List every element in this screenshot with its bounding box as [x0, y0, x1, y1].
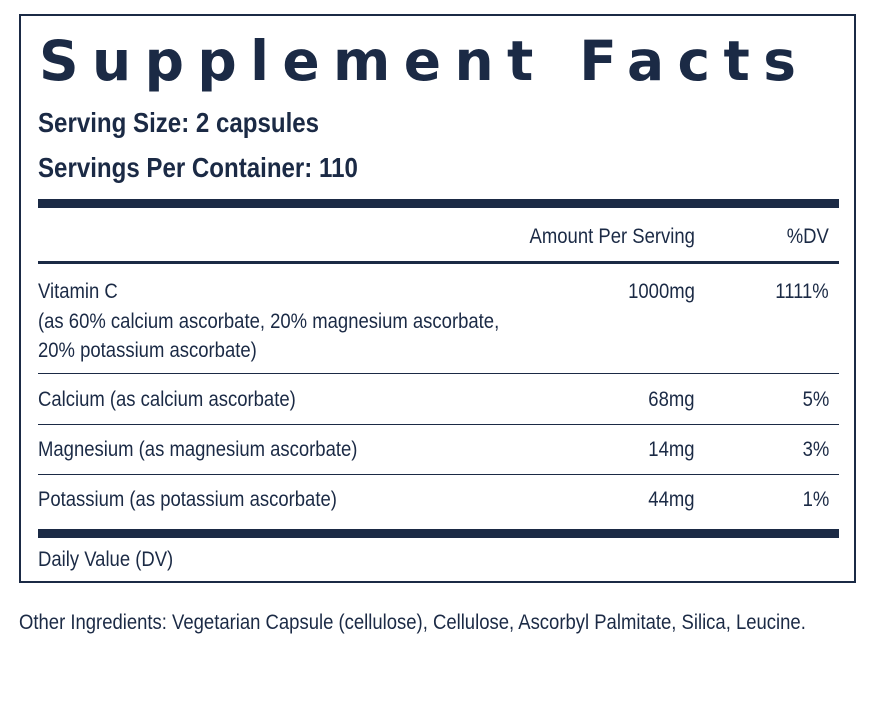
nutrient-dv: 1% [802, 488, 829, 511]
thick-divider-bottom [38, 529, 839, 538]
header-amount-per-serving: Amount Per Serving [529, 225, 695, 248]
nutrient-amount: 44mg [648, 488, 695, 511]
nutrient-amount: 68mg [648, 388, 695, 411]
header-daily-value: %DV [786, 225, 829, 248]
serving-size: Serving Size: 2 capsules [38, 107, 320, 138]
nutrient-detail: (as 60% calcium ascorbate, 20% magnesium… [38, 310, 500, 333]
nutrient-amount: 1000mg [628, 280, 695, 303]
servings-per-container: Servings Per Container: 110 [38, 152, 358, 183]
nutrient-detail: 20% potassium ascorbate) [38, 339, 257, 362]
nutrient-name: Vitamin C [38, 280, 118, 303]
panel-title: Supplement Facts [39, 29, 810, 93]
other-ingredients: Other Ingredients: Vegetarian Capsule (c… [19, 611, 806, 634]
nutrient-name: Calcium (as calcium ascorbate) [38, 388, 296, 411]
nutrient-dv: 3% [802, 438, 829, 461]
row-divider [38, 373, 839, 374]
daily-value-footnote: Daily Value (DV) [38, 548, 174, 571]
medium-divider [38, 261, 839, 264]
row-divider [38, 474, 839, 475]
nutrient-name: Potassium (as potassium ascorbate) [38, 488, 337, 511]
nutrient-dv: 5% [802, 388, 829, 411]
nutrient-amount: 14mg [648, 438, 695, 461]
nutrient-name: Magnesium (as magnesium ascorbate) [38, 438, 358, 461]
nutrient-dv: 1111% [775, 280, 829, 303]
supplement-facts-panel: Supplement Facts Serving Size: 2 capsule… [19, 14, 856, 583]
thick-divider-top [38, 199, 839, 208]
row-divider [38, 424, 839, 425]
